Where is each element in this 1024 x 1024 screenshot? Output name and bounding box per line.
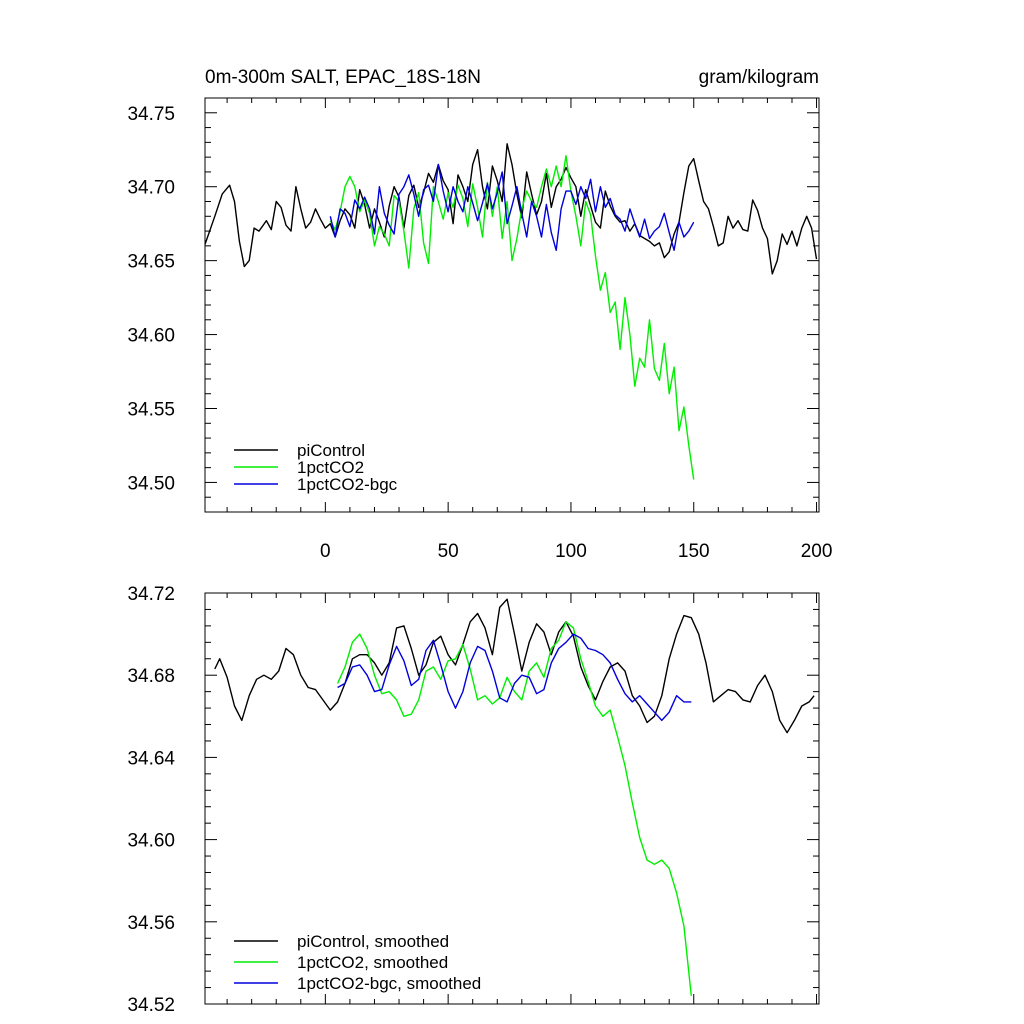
y-tick-label: 34.68 <box>127 666 175 687</box>
series-line-1pctco2-smoothed <box>336 621 692 996</box>
series-line-1pctco2-bgc <box>329 163 695 252</box>
plot-frame <box>204 592 820 1005</box>
y-tick-label: 34.60 <box>127 326 175 347</box>
y-tick-label: 34.55 <box>127 400 175 421</box>
legend-label: 1pctCO2 <box>297 458 364 477</box>
y-tick-label: 34.65 <box>127 252 175 273</box>
y-tick-label: 34.56 <box>127 913 175 934</box>
x-tick-label: 150 <box>678 541 710 562</box>
series-line-1pctco2-bgc-smoothed <box>337 633 692 722</box>
y-tick-label: 34.50 <box>127 473 175 494</box>
legend-label: piControl, smoothed <box>297 932 449 951</box>
series-line-picontrol-smoothed <box>214 598 815 734</box>
y-tick-label: 34.72 <box>127 584 175 605</box>
chart-title: 0m-300m SALT, EPAC_18S-18N <box>205 67 481 88</box>
legend-label: 1pctCO2-bgc, smoothed <box>297 974 481 993</box>
x-tick-label: 0 <box>320 541 331 562</box>
y-tick-label: 34.75 <box>127 104 175 125</box>
x-tick-label: 50 <box>438 541 459 562</box>
bottom-panel: 34.52 34.56 34.60 34.64 34.68 34.72 piControl,… <box>127 584 820 1016</box>
x-tick-label: 200 <box>801 541 833 562</box>
top-panel: 34.50 34.55 34.60 34.65 34.70 34.75 0 50 100 150 2… <box>127 97 833 562</box>
y-tick-label: 34.64 <box>127 748 175 769</box>
legend-label: piControl <box>297 441 365 460</box>
chart-units: gram/kilogram <box>699 67 819 88</box>
legend-label: 1pctCO2, smoothed <box>297 953 448 972</box>
series-line-picontrol <box>204 143 818 275</box>
y-tick-label: 34.52 <box>127 995 175 1016</box>
legend-label: 1pctCO2-bgc <box>297 475 398 494</box>
y-tick-label: 34.60 <box>127 831 175 852</box>
x-tick-label: 100 <box>555 541 587 562</box>
y-tick-label: 34.70 <box>127 178 175 199</box>
